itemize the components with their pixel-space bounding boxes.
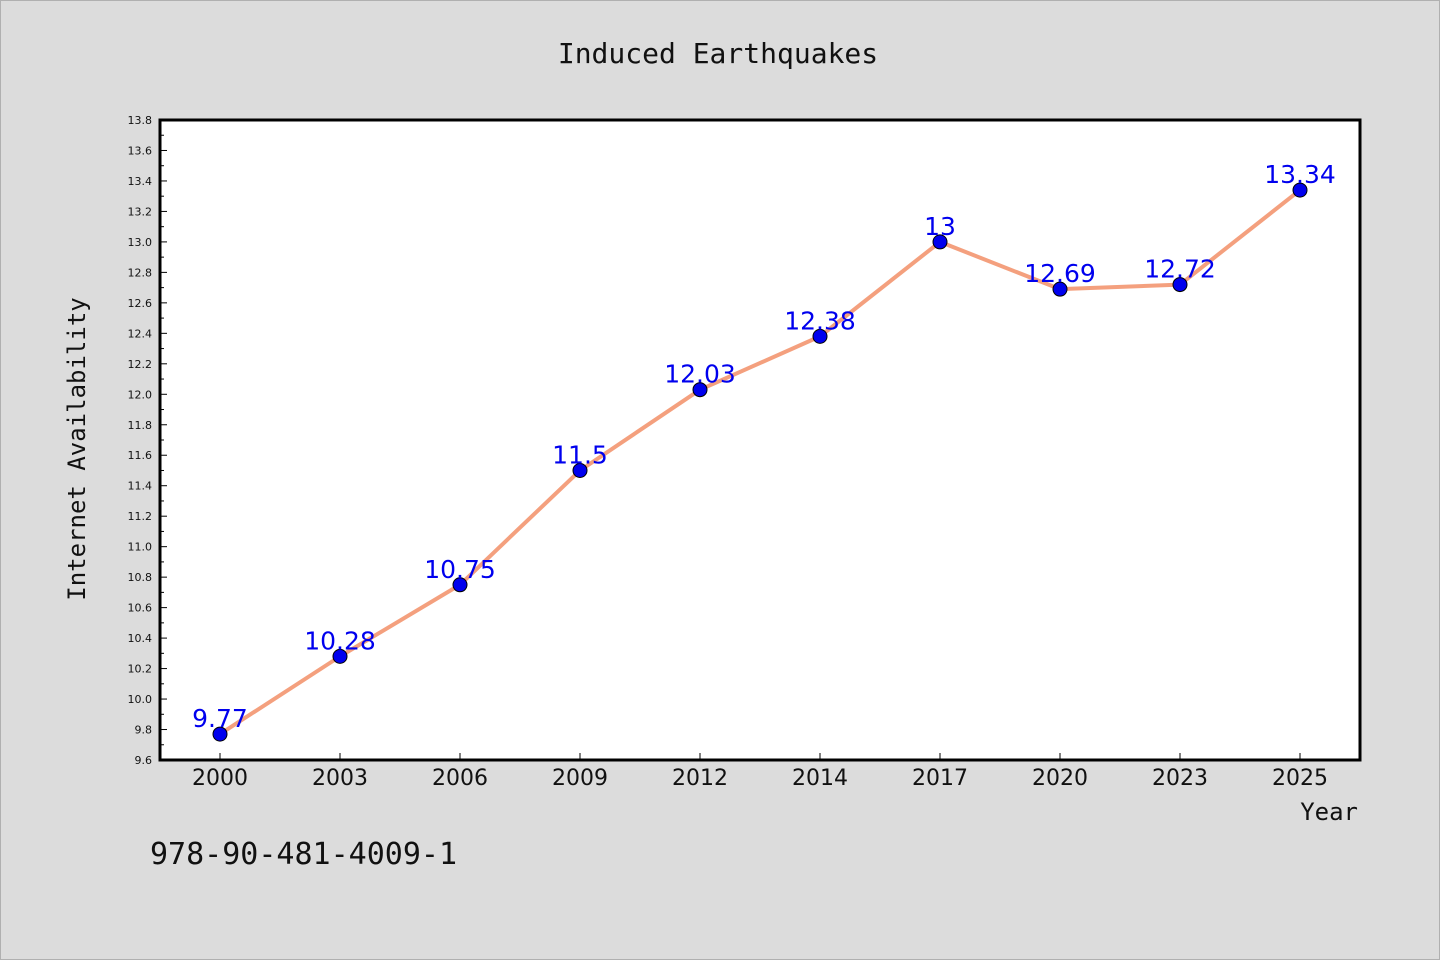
- y-axis: 9.6 9.8 10.0 10.2 10.4 10.6 10.8 11.0 11.2 11.4 11…: [128, 114, 167, 767]
- y-tick-label: 11.0: [128, 541, 153, 554]
- data-point: [332, 648, 348, 664]
- data-point: [932, 234, 948, 250]
- y-tick-label: 10.4: [128, 632, 153, 645]
- data-label: 12.03: [664, 360, 736, 389]
- y-tick-label: 9.6: [135, 754, 153, 767]
- data-label: 12.69: [1024, 259, 1096, 288]
- data-label: 13: [924, 212, 956, 241]
- y-tick-label: 9.8: [135, 724, 153, 737]
- y-tick-label: 13.6: [128, 144, 153, 157]
- chart-title: Induced Earthquakes: [558, 37, 878, 70]
- y-tick-label: 13.4: [128, 175, 153, 188]
- x-tick-label: 2012: [672, 766, 728, 791]
- data-label: 11.5: [552, 440, 608, 469]
- y-tick-label: 10.2: [128, 663, 153, 676]
- series-line: [218, 188, 1302, 736]
- data-point: [452, 577, 468, 593]
- x-axis: 2000 2003 2006 2009 2012 2014 2017 2020 2023 2025: [192, 753, 1328, 791]
- data-point: [1052, 281, 1068, 297]
- y-tick-label: 12.0: [128, 388, 153, 401]
- data-point: [1292, 182, 1308, 198]
- y-axis-label: Internet Availability: [63, 297, 91, 600]
- data-point: [572, 462, 588, 478]
- y-tick-label: 13.2: [128, 205, 153, 218]
- data-point: [812, 328, 828, 344]
- data-label: 12.72: [1144, 255, 1216, 284]
- plot-area: [158, 118, 1362, 762]
- y-tick-label: 12.4: [128, 327, 153, 340]
- x-axis-label: Year: [1300, 798, 1358, 826]
- y-tick-label: 11.8: [128, 419, 153, 432]
- data-labels: 9.77 10.28 10.75 11.5 12.03 12.38 13 12.69 12.72…: [192, 160, 1336, 733]
- x-tick-label: 2014: [792, 766, 848, 791]
- series-line-group: [218, 188, 1302, 736]
- x-tick-label: 2009: [552, 766, 608, 791]
- y-tick-label: 11.2: [128, 510, 153, 523]
- data-label: 13.34: [1264, 160, 1336, 189]
- y-tick-label: 10.6: [128, 602, 153, 615]
- y-tick-label: 13.8: [128, 114, 153, 127]
- data-points: [212, 182, 1308, 742]
- x-tick-label: 2000: [192, 766, 248, 791]
- data-point: [212, 726, 228, 742]
- x-tick-label: 2006: [432, 766, 488, 791]
- x-tick-label: 2003: [312, 766, 368, 791]
- y-tick-label: 10.8: [128, 571, 153, 584]
- data-label: 10.75: [424, 555, 496, 584]
- footer-text: 978-90-481-4009-1: [150, 837, 457, 872]
- y-tick-label: 10.0: [128, 693, 153, 706]
- data-label: 10.28: [304, 626, 376, 655]
- x-tick-label: 2017: [912, 766, 968, 791]
- x-tick-label: 2020: [1032, 766, 1088, 791]
- y-tick-label: 12.6: [128, 297, 153, 310]
- data-label: 9.77: [192, 704, 248, 733]
- y-tick-label: 12.2: [128, 358, 153, 371]
- x-tick-label: 2025: [1272, 766, 1328, 791]
- y-tick-label: 11.4: [128, 480, 153, 493]
- data-point: [1172, 277, 1188, 293]
- x-tick-label: 2023: [1152, 766, 1208, 791]
- data-point: [692, 382, 708, 398]
- data-label: 12.38: [784, 306, 856, 335]
- y-tick-label: 12.8: [128, 266, 153, 279]
- y-tick-label: 11.6: [128, 449, 153, 462]
- y-tick-label: 13.0: [128, 236, 153, 249]
